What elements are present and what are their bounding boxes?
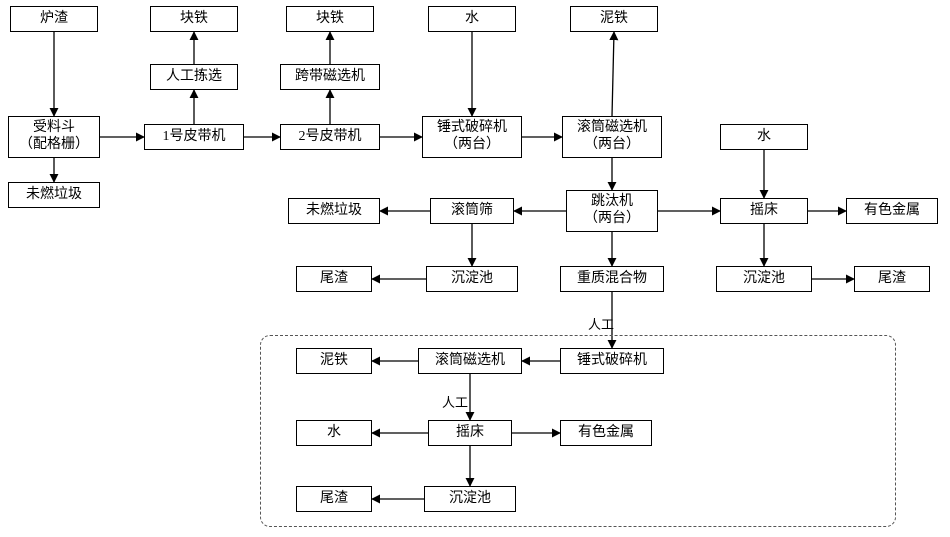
flowchart-node: 摇床 — [720, 198, 808, 224]
flowchart-node: 沉淀池 — [716, 266, 812, 292]
flowchart-node: 受料斗 （配格栅） — [8, 116, 100, 158]
flowchart-node: 沉淀池 — [426, 266, 518, 292]
flowchart-node: 未燃垃圾 — [288, 198, 380, 224]
flowchart-node: 1号皮带机 — [144, 124, 244, 150]
flowchart-node: 重质混合物 — [560, 266, 664, 292]
flowchart-node: 未燃垃圾 — [8, 182, 100, 208]
flowchart-node: 块铁 — [150, 6, 238, 32]
flowchart-node: 滚筒磁选机 （两台） — [562, 116, 662, 158]
flowchart-node: 水 — [720, 124, 808, 150]
flowchart-node: 跳汰机 （两台） — [566, 190, 658, 232]
edge-label: 人工 — [442, 392, 468, 411]
flowchart-node: 泥铁 — [570, 6, 658, 32]
edge-label: 人工 — [588, 314, 614, 333]
flowchart-node: 摇床 — [428, 420, 512, 446]
flowchart-node: 沉淀池 — [424, 486, 516, 512]
flowchart-node: 2号皮带机 — [280, 124, 380, 150]
flowchart-node: 滚筒筛 — [430, 198, 514, 224]
flowchart-node: 跨带磁选机 — [280, 64, 380, 90]
flowchart-node: 滚筒磁选机 — [418, 348, 522, 374]
flowchart-node: 尾渣 — [854, 266, 930, 292]
flowchart-node: 尾渣 — [296, 486, 372, 512]
flowchart-node: 锤式破碎机 （两台） — [422, 116, 522, 158]
flowchart-node: 块铁 — [286, 6, 374, 32]
flowchart-node: 泥铁 — [296, 348, 372, 374]
flowchart-node: 有色金属 — [846, 198, 938, 224]
flowchart-node: 水 — [296, 420, 372, 446]
flowchart-node: 有色金属 — [560, 420, 652, 446]
flowchart-node: 锤式破碎机 — [560, 348, 664, 374]
flowchart-node: 人工拣选 — [150, 64, 238, 90]
flowchart-node: 尾渣 — [296, 266, 372, 292]
flowchart-node: 水 — [428, 6, 516, 32]
flowchart-node: 炉渣 — [10, 6, 98, 32]
